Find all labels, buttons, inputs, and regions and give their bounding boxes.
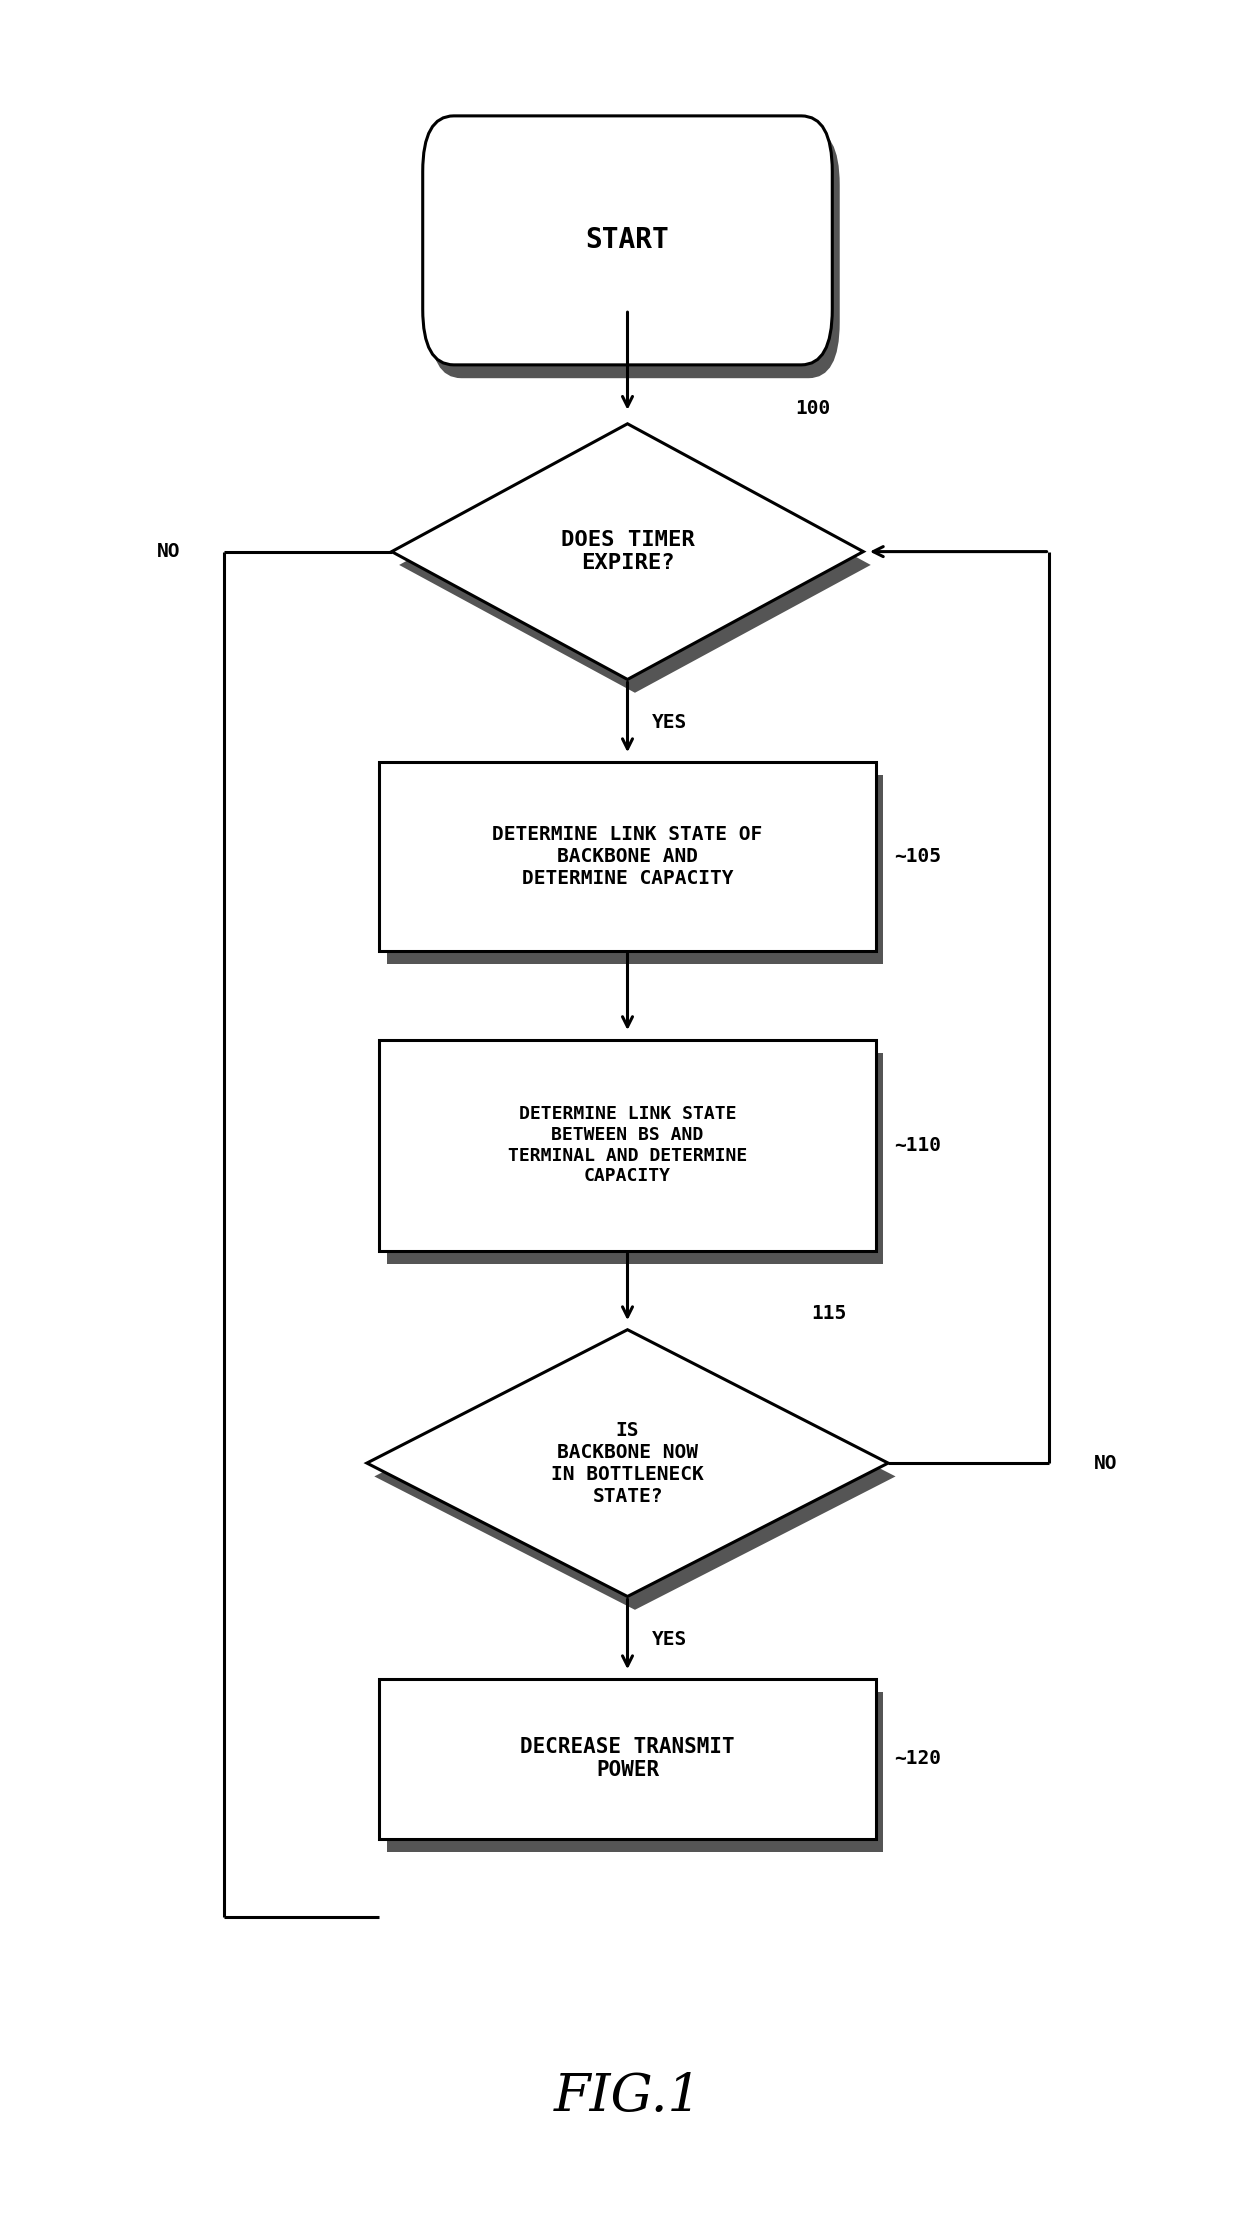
Polygon shape (399, 436, 871, 693)
Text: NO: NO (157, 541, 179, 561)
Text: FIG.1: FIG.1 (553, 2071, 702, 2123)
Text: 100: 100 (796, 398, 831, 418)
Text: 115: 115 (811, 1304, 846, 1322)
FancyBboxPatch shape (387, 1691, 884, 1852)
Text: START: START (586, 226, 669, 255)
Polygon shape (366, 1329, 889, 1597)
Text: YES: YES (653, 1631, 688, 1649)
FancyBboxPatch shape (379, 761, 876, 951)
Text: NO: NO (1093, 1454, 1117, 1472)
Text: ~105: ~105 (895, 846, 941, 866)
Text: DETERMINE LINK STATE OF
BACKBONE AND
DETERMINE CAPACITY: DETERMINE LINK STATE OF BACKBONE AND DET… (492, 825, 763, 888)
FancyBboxPatch shape (379, 1678, 876, 1839)
Text: DOES TIMER
EXPIRE?: DOES TIMER EXPIRE? (561, 530, 694, 573)
Text: DETERMINE LINK STATE
BETWEEN BS AND
TERMINAL AND DETERMINE
CAPACITY: DETERMINE LINK STATE BETWEEN BS AND TERM… (508, 1105, 747, 1186)
Text: ~110: ~110 (895, 1136, 941, 1154)
FancyBboxPatch shape (430, 130, 840, 378)
FancyBboxPatch shape (423, 116, 832, 365)
FancyBboxPatch shape (379, 1040, 876, 1250)
FancyBboxPatch shape (387, 1054, 884, 1264)
Polygon shape (374, 1342, 896, 1611)
Polygon shape (392, 423, 863, 680)
Text: IS
BACKBONE NOW
IN BOTTLENECK
STATE?: IS BACKBONE NOW IN BOTTLENECK STATE? (551, 1420, 704, 1506)
Text: DECREASE TRANSMIT
POWER: DECREASE TRANSMIT POWER (520, 1738, 735, 1781)
Text: ~120: ~120 (895, 1749, 941, 1767)
Text: YES: YES (653, 714, 688, 731)
FancyBboxPatch shape (387, 774, 884, 964)
